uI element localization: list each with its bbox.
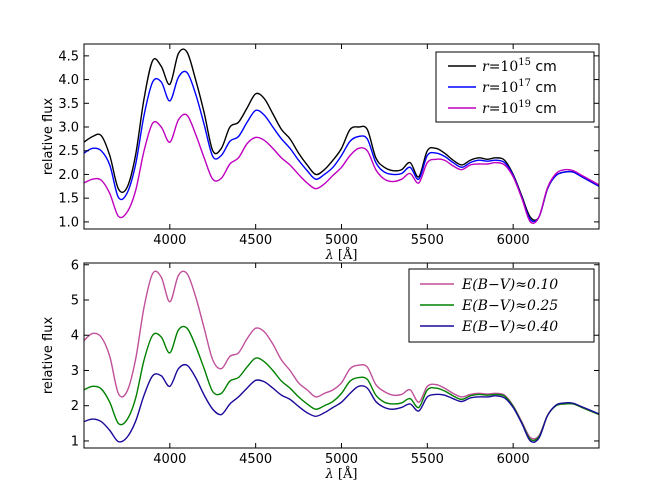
x-tick-label: 5500 — [411, 452, 444, 467]
x-axis-unit: [Å] — [334, 466, 358, 482]
legend-expr: E(B−V)≈0.10 — [461, 277, 558, 293]
y-tick-label: 2.5 — [58, 144, 79, 159]
y-axis-label: relative flux — [41, 98, 56, 176]
series-group — [84, 270, 599, 443]
y-axis-label: relative flux — [41, 317, 56, 395]
legend-var: r — [482, 80, 490, 96]
y-tick-label: 3 — [71, 364, 79, 379]
legend-base: =10 — [489, 59, 519, 75]
legend: E(B−V)≈0.10 E(B−V)≈0.25 E(B−V)≈0.40 — [408, 268, 595, 343]
x-tick-label: 4500 — [239, 452, 272, 467]
legend-label-2: E(B−V)≈0.25 — [461, 298, 558, 314]
legend-label-1: E(B−V)≈0.10 — [461, 277, 558, 293]
y-tick-label: 5 — [71, 294, 79, 309]
legend-exponent: 15 — [518, 57, 531, 68]
x-tick-label: 6000 — [497, 233, 530, 248]
y-tick-label: 6 — [71, 258, 79, 273]
y-tick-label: 4.5 — [58, 49, 79, 64]
legend-label-3: E(B−V)≈0.40 — [461, 319, 558, 335]
y-tick-label: 3.0 — [58, 121, 79, 136]
legend-base: =10 — [489, 80, 519, 96]
chart-panel-top: 4000 4500 5000 5500 6000 1.0 1.5 2.0 2.5 3.0 3.5 4.… — [41, 43, 600, 263]
x-tick-label: 4000 — [153, 233, 186, 248]
legend-var: r — [482, 59, 490, 75]
legend-expr: E(B−V)≈0.25 — [461, 298, 558, 314]
x-axis-symbol: λ — [325, 467, 334, 482]
legend-label-2: r=1017 cm — [482, 78, 557, 96]
legend-label-3: r=1019 cm — [482, 99, 557, 117]
legend: r=1015 cmr=1017 cmr=1019 cm — [435, 51, 595, 123]
x-axis-label: λ [Å] — [325, 247, 358, 263]
y-tick-label: 1.5 — [58, 192, 79, 207]
y-tick-label: 1 — [71, 434, 79, 449]
x-axis-symbol: λ — [325, 248, 334, 263]
x-tick-label: 5000 — [325, 452, 358, 467]
legend-exponent: 17 — [518, 78, 531, 89]
legend-unit: cm — [531, 101, 557, 117]
y-tick-label: 4.0 — [58, 73, 79, 88]
y-tick-label: 1.0 — [58, 215, 79, 230]
x-tick-label: 5000 — [325, 233, 358, 248]
legend-var: r — [482, 101, 490, 117]
y-tick-label: 2.0 — [58, 168, 79, 183]
series-line-3 — [84, 363, 599, 443]
legend-unit: cm — [531, 80, 557, 96]
y-tick-label: 2 — [71, 399, 79, 414]
x-axis-label: λ [Å] — [325, 466, 358, 482]
x-tick-label: 4500 — [239, 233, 272, 248]
y-tick-label: 4 — [71, 329, 79, 344]
series-line-3 — [84, 113, 599, 224]
x-tick-label: 5500 — [411, 233, 444, 248]
y-tick-label: 3.5 — [58, 97, 79, 112]
legend-unit: cm — [531, 59, 557, 75]
legend-base: =10 — [489, 101, 519, 117]
legend-exponent: 19 — [518, 99, 531, 110]
x-tick-label: 4000 — [153, 452, 186, 467]
x-axis-unit: [Å] — [334, 247, 358, 263]
x-tick-label: 6000 — [497, 452, 530, 467]
legend-label-1: r=1015 cm — [482, 57, 557, 75]
legend-expr: E(B−V)≈0.40 — [461, 319, 558, 335]
chart-panel-bottom: 4000 4500 5000 5500 6000 1 2 3 4 5 6 λ [Å] relative … — [41, 258, 600, 482]
series-group — [84, 48, 599, 224]
